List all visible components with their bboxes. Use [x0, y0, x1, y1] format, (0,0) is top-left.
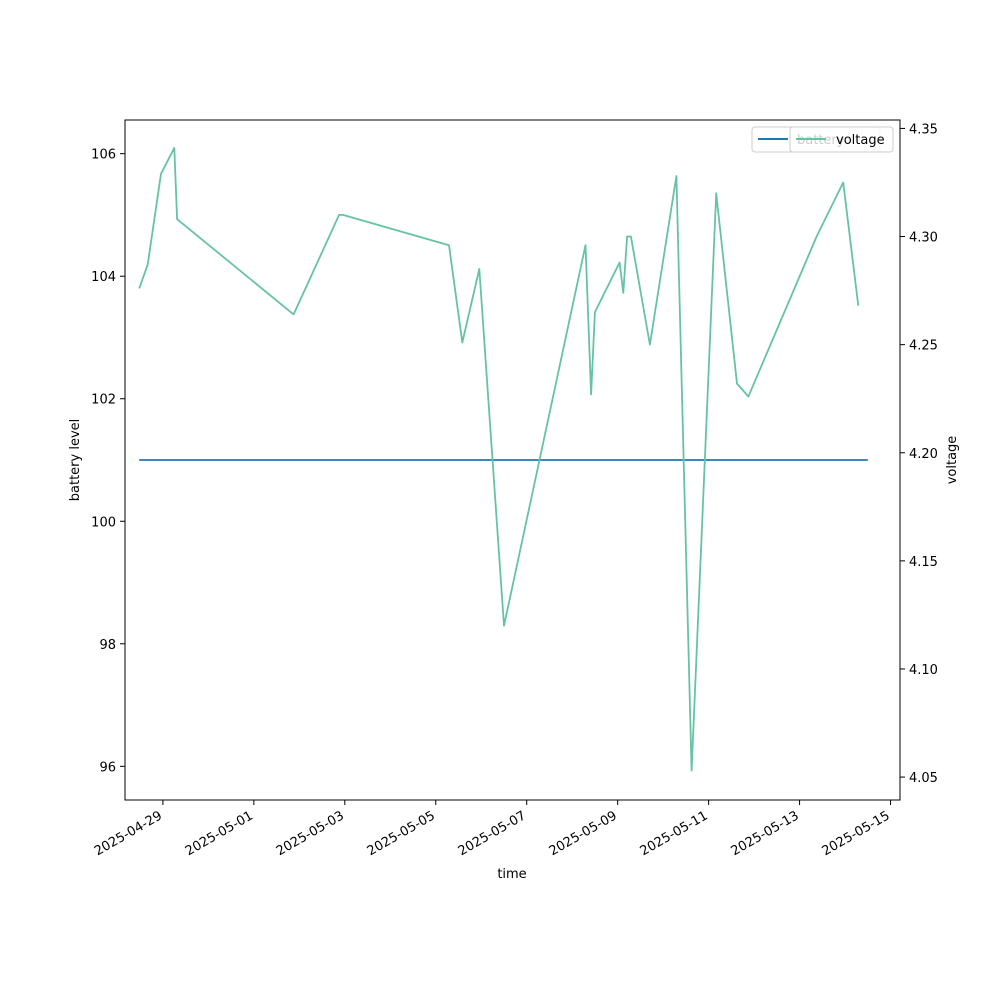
y-right-tick-label: 4.35 — [909, 122, 938, 137]
x-tick-label: 2025-05-13 — [729, 808, 802, 859]
y-axis-right-label: voltage — [945, 436, 960, 485]
y-right-tick-label: 4.15 — [909, 555, 938, 570]
x-axis-label: time — [497, 867, 526, 882]
x-tick-label: 2025-05-01 — [183, 808, 256, 859]
y-right-tick-label: 4.25 — [909, 339, 938, 354]
y-left-tick-label: 98 — [99, 638, 116, 653]
plot-frame — [124, 119, 901, 801]
x-tick-label: 2025-04-29 — [92, 808, 165, 859]
y-axis-left: 96 98 100 102 104 106 — [91, 148, 125, 775]
x-tick-label: 2025-05-05 — [365, 808, 438, 859]
y-left-tick-label: 96 — [99, 760, 116, 775]
series-layer — [138, 146, 868, 772]
x-tick-label: 2025-05-11 — [638, 808, 711, 859]
y-left-tick-label: 100 — [91, 515, 116, 530]
y-axis-left-label: battery level — [68, 419, 83, 502]
y-axis-right: 4.05 4.10 4.15 4.20 4.25 4.30 4.35 — [900, 122, 938, 786]
x-tick-label: 2025-05-03 — [274, 808, 347, 859]
legend-voltage-label: voltage — [836, 133, 885, 148]
y-left-tick-label: 106 — [91, 148, 116, 163]
y-right-tick-label: 4.20 — [909, 447, 938, 462]
x-tick-label: 2025-05-07 — [456, 808, 529, 859]
legend-voltage: voltage — [789, 126, 894, 153]
y-left-tick-label: 104 — [91, 270, 116, 285]
y-right-tick-label: 4.10 — [909, 663, 938, 678]
x-tick-label: 2025-05-09 — [547, 808, 620, 859]
x-tick-label: 2025-05-15 — [820, 808, 893, 859]
series-line-voltage — [138, 146, 860, 772]
y-left-tick-label: 102 — [91, 393, 116, 408]
y-right-tick-label: 4.30 — [909, 231, 938, 246]
y-right-tick-label: 4.05 — [909, 771, 938, 786]
x-axis: 2025-04-29 2025-05-01 2025-05-03 2025-05-05… — [92, 800, 893, 859]
